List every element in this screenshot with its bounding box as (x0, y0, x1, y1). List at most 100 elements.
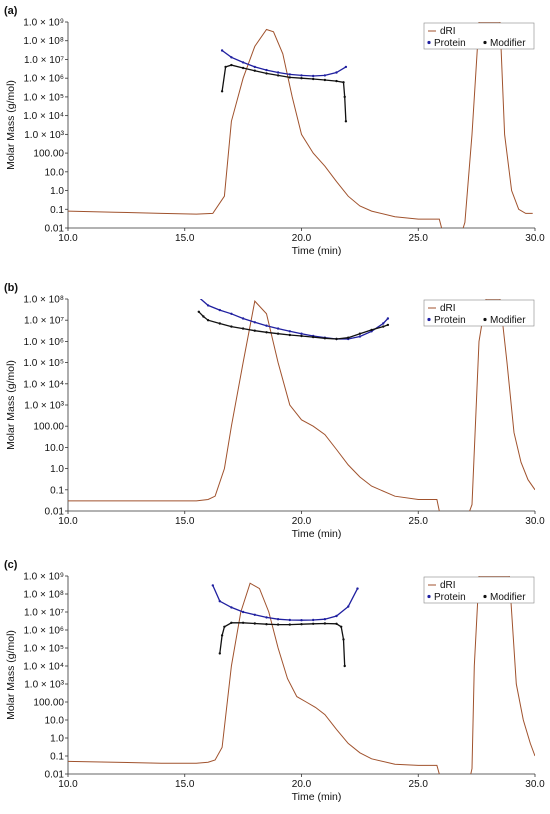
y-tick-label: 100.00 (33, 698, 64, 709)
x-tick-label: 25.0 (409, 233, 429, 244)
x-tick-label: 15.0 (175, 779, 195, 790)
legend-swatch-modifier (483, 594, 487, 599)
series-line-dri (68, 576, 535, 774)
y-tick-label: 1.0 × 10⁸ (23, 295, 64, 306)
legend-label-protein: Protein (434, 315, 466, 326)
x-tick-label: 20.0 (292, 516, 312, 527)
x-tick-label: 30.0 (525, 233, 545, 244)
x-tick-label: 20.0 (292, 779, 312, 790)
y-tick-label: 1.0 × 10⁴ (23, 379, 64, 390)
y-axis-label: Molar Mass (g/mol) (5, 80, 17, 170)
series-modifier (220, 63, 348, 123)
legend-label-modifier: Modifier (490, 592, 526, 603)
chart-panel-1: 1.0 × 10⁹ 1.0 × 10⁸ 1.0 × 10⁷ 1.0 × 10⁶ 1.0 … (4, 5, 545, 257)
x-tick-label: 10.0 (58, 516, 78, 527)
y-tick-label: 0.1 (50, 485, 64, 496)
legend-label-modifier: Modifier (490, 38, 526, 49)
series-trace-protein (212, 585, 359, 621)
y-tick-label: 1.0 × 10⁵ (23, 92, 64, 103)
y-tick-label: 1.0 × 10⁶ (23, 626, 64, 637)
plot-area (68, 296, 535, 511)
y-tick-label: 1.0 × 10⁸ (23, 590, 64, 601)
y-tick-label: 1.0 × 10⁹ (23, 572, 64, 583)
x-axis-label: Time (min) (292, 245, 342, 257)
y-tick-label: 1.0 × 10⁴ (23, 111, 64, 122)
x-axis-label: Time (min) (292, 791, 342, 803)
chart-panel-2: 1.0 × 10⁸ 1.0 × 10⁷ 1.0 × 10⁶ 1.0 × 10⁵ 1.0 … (4, 282, 545, 540)
legend-box (423, 576, 535, 604)
legend-swatch-protein (427, 317, 431, 322)
y-tick-label: 1.0 (50, 186, 64, 197)
data-point-protein (198, 296, 200, 298)
y-tick-label: 1.0 × 10⁵ (23, 644, 64, 655)
series-trace-protein (221, 49, 347, 77)
legend-label-dri: dRI (440, 26, 456, 37)
y-tick-label: 0.1 (50, 752, 64, 763)
plot-area (68, 576, 535, 774)
y-tick-label: 100.00 (33, 149, 64, 160)
y-tick-label: 1.0 × 10³ (24, 401, 64, 412)
panel-label: (c) (4, 559, 18, 571)
x-tick-label: 15.0 (175, 233, 195, 244)
y-tick-label: 0.01 (45, 224, 65, 235)
y-tick-label: 1.0 × 10⁴ (23, 662, 64, 673)
legend-swatch-protein (427, 40, 431, 45)
series-protein (211, 584, 359, 622)
legend-label-dri: dRI (440, 303, 456, 314)
series-modifier (197, 310, 390, 341)
y-tick-label: 10.0 (45, 716, 65, 727)
chart-panel-3: 1.0 × 10⁹ 1.0 × 10⁸ 1.0 × 10⁷ 1.0 × 10⁶ 1.0 … (4, 559, 545, 803)
y-tick-label: 0.01 (45, 507, 65, 518)
y-axis-label: Molar Mass (g/mol) (5, 630, 17, 720)
y-tick-label: 0.01 (45, 770, 65, 781)
legend-swatch-modifier (483, 317, 487, 322)
legend-label-modifier: Modifier (490, 315, 526, 326)
x-tick-label: 10.0 (58, 233, 78, 244)
x-tick-label: 25.0 (409, 516, 429, 527)
y-tick-label: 1.0 × 10⁷ (24, 608, 64, 619)
y-tick-label: 1.0 × 10⁶ (23, 74, 64, 85)
plot-area (68, 22, 533, 228)
y-tick-label: 1.0 × 10⁵ (23, 358, 64, 369)
series-line-dri (68, 299, 535, 511)
y-tick-label: 1.0 × 10⁶ (23, 337, 64, 348)
y-tick-label: 10.0 (45, 443, 65, 454)
legend-box (423, 22, 535, 50)
y-tick-label: 1.0 × 10⁷ (24, 316, 64, 327)
y-tick-label: 1.0 (50, 734, 64, 745)
legend-box (423, 299, 535, 327)
legend-label-dri: dRI (440, 580, 456, 591)
y-tick-label: 1.0 × 10³ (24, 680, 64, 691)
panel-label: (a) (4, 5, 18, 17)
y-tick-label: 1.0 × 10⁸ (23, 36, 64, 47)
x-axis-label: Time (min) (292, 528, 342, 540)
panel-label: (b) (4, 282, 18, 294)
legend-label-protein: Protein (434, 592, 466, 603)
x-tick-label: 30.0 (525, 779, 545, 790)
series-trace-protein (199, 299, 389, 340)
x-tick-label: 30.0 (525, 516, 545, 527)
y-tick-label: 1.0 × 10⁹ (23, 18, 64, 29)
y-tick-label: 1.0 × 10⁷ (24, 55, 64, 66)
x-tick-label: 10.0 (58, 779, 78, 790)
y-axis-label: Molar Mass (g/mol) (5, 360, 17, 450)
x-tick-label: 20.0 (292, 233, 312, 244)
series-trace-modifier (198, 311, 389, 340)
x-tick-label: 25.0 (409, 779, 429, 790)
y-tick-label: 1.0 (50, 464, 64, 475)
series-line-dri (68, 22, 533, 228)
x-tick-label: 15.0 (175, 516, 195, 527)
y-tick-label: 1.0 × 10³ (24, 130, 64, 141)
y-tick-label: 10.0 (45, 167, 65, 178)
series-modifier (218, 621, 346, 668)
series-trace-modifier (219, 622, 346, 667)
y-tick-label: 0.1 (50, 205, 64, 216)
legend-swatch-protein (427, 594, 431, 599)
legend-swatch-modifier (483, 40, 487, 45)
series-trace-modifier (221, 64, 347, 122)
series-protein (220, 49, 348, 78)
